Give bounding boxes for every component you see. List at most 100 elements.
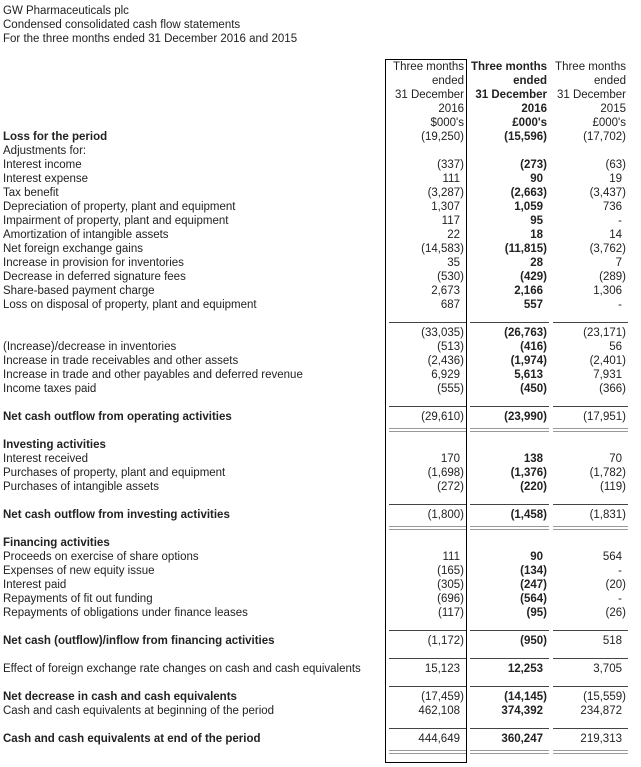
value-text: (1,458): [510, 509, 547, 521]
column-header-cell: Three months: [466, 60, 549, 74]
value-cell: 117: [385, 214, 466, 228]
document-header: GW Pharmaceuticals plc Condensed consoli…: [3, 4, 297, 46]
spacer-cell: [0, 396, 385, 410]
table-row: Repayments of obligations under finance …: [0, 606, 628, 620]
row-label: [0, 326, 385, 340]
value-text: (14,583): [421, 243, 464, 255]
value-cell: (530): [385, 270, 466, 284]
spacer-row: [0, 312, 628, 326]
value-text: (15,559): [583, 691, 626, 703]
column-header-row: ended ended ended: [0, 74, 628, 88]
column-header-cell: 2016: [385, 102, 466, 116]
value-cell: (2,436): [385, 354, 466, 368]
table-row: Effect of foreign exchange rate changes …: [0, 658, 628, 676]
row-label: Investing activities: [3, 439, 106, 451]
value-cell: (17,702): [549, 130, 628, 144]
value-cell: (63): [549, 158, 628, 172]
header-spacer: [0, 116, 385, 130]
value-cell: (220): [466, 480, 549, 494]
value-cell: 70: [549, 452, 628, 466]
value-text: 90: [530, 551, 543, 563]
value-text: 736: [602, 201, 622, 213]
row-label: Decrease in deferred signature fees: [3, 271, 186, 283]
value-cell: (3,437): [549, 186, 628, 200]
value-text: (429): [520, 271, 547, 283]
spacer-row: [0, 522, 628, 536]
row-label: Loss on disposal of property, plant and …: [3, 299, 257, 311]
value-text: (1,782): [589, 467, 626, 479]
value-cell: (1,831): [549, 504, 628, 522]
value-text: (1,974): [510, 355, 547, 367]
column-header-cell: 31 December: [466, 88, 549, 102]
value-text: -: [618, 593, 622, 605]
value-text: 138: [523, 453, 543, 465]
value-text: 564: [602, 551, 622, 563]
value-cell: (33,035): [385, 322, 466, 340]
value-cell: (1,376): [466, 466, 549, 480]
row-label: (Increase)/decrease in inventories: [3, 341, 177, 353]
header-spacer: [0, 88, 385, 102]
row-label: Increase in provision for inventories: [3, 257, 184, 269]
row-label: Net cash outflow from operating activiti…: [3, 411, 232, 423]
value-cell: (26): [549, 606, 628, 620]
row-label: Cash and cash equivalents at beginning o…: [3, 705, 275, 717]
spacer-cell: [385, 718, 466, 732]
value-text: 7,931: [593, 369, 622, 381]
value-text: -: [618, 565, 622, 577]
value-text: (2,663): [510, 187, 547, 199]
spacer-cell: [0, 746, 385, 760]
value-cell: (247): [466, 578, 549, 592]
table-row: Net decrease in cash and cash equivalent…: [0, 686, 628, 704]
spacer-row: [0, 424, 628, 438]
value-cell: 3,705: [549, 658, 628, 676]
value-cell: 557: [466, 298, 549, 312]
value-text: 557: [523, 299, 543, 311]
double-rule: [385, 746, 466, 760]
column-header-cell: Three months: [549, 60, 628, 74]
table-row: Tax benefit (3,287) (2,663) (3,437): [0, 186, 628, 200]
value-text: (33,035): [421, 327, 464, 339]
table-row: Adjustments for:: [0, 144, 628, 158]
spacer-cell: [466, 648, 549, 662]
spacer-cell: [466, 396, 549, 410]
table-row: Income taxes paid (555) (450) (366): [0, 382, 628, 396]
value-cell: (14,583): [385, 242, 466, 256]
value-cell: 7,931: [549, 368, 628, 382]
row-label: Proceeds on exercise of share options: [3, 551, 199, 563]
row-label: Purchases of intangible assets: [3, 481, 159, 493]
column-header-text: 2016: [438, 103, 464, 115]
header-spacer: [0, 60, 385, 74]
spacer-cell: [385, 312, 466, 326]
value-text: 95: [530, 215, 543, 227]
row-label: Interest income: [3, 159, 82, 171]
column-header-cell: Three months: [385, 60, 466, 74]
value-text: (1,698): [427, 467, 464, 479]
value-text: 1,306: [593, 285, 622, 297]
value-cell: (289): [549, 270, 628, 284]
value-text: 56: [609, 341, 622, 353]
value-text: 3,705: [593, 663, 622, 675]
row-label: Effect of foreign exchange rate changes …: [3, 663, 361, 675]
value-cell: (11,815): [466, 242, 549, 256]
value-text: (95): [526, 607, 547, 619]
row-label: Income taxes paid: [3, 383, 97, 395]
spacer-cell: [385, 396, 466, 410]
value-text: (272): [437, 481, 464, 493]
value-cell: (416): [466, 340, 549, 354]
spacer-row: [0, 718, 628, 732]
value-text: (220): [520, 481, 547, 493]
value-text: (17,702): [583, 131, 626, 143]
column-header-cell: 31 December: [385, 88, 466, 102]
value-cell: (26,763): [466, 322, 549, 340]
value-text: (3,762): [589, 243, 626, 255]
value-text: 170: [440, 453, 460, 465]
spacer-cell: [549, 718, 628, 732]
row-label: Purchases of property, plant and equipme…: [3, 467, 226, 479]
value-text: (117): [438, 607, 464, 619]
spacer-cell: [385, 620, 466, 634]
table-row: Impairment of property, plant and equipm…: [0, 214, 628, 228]
value-text: 444,649: [418, 733, 460, 745]
value-text: (564): [520, 593, 547, 605]
value-cell: 14: [549, 228, 628, 242]
spacer-cell: [466, 718, 549, 732]
